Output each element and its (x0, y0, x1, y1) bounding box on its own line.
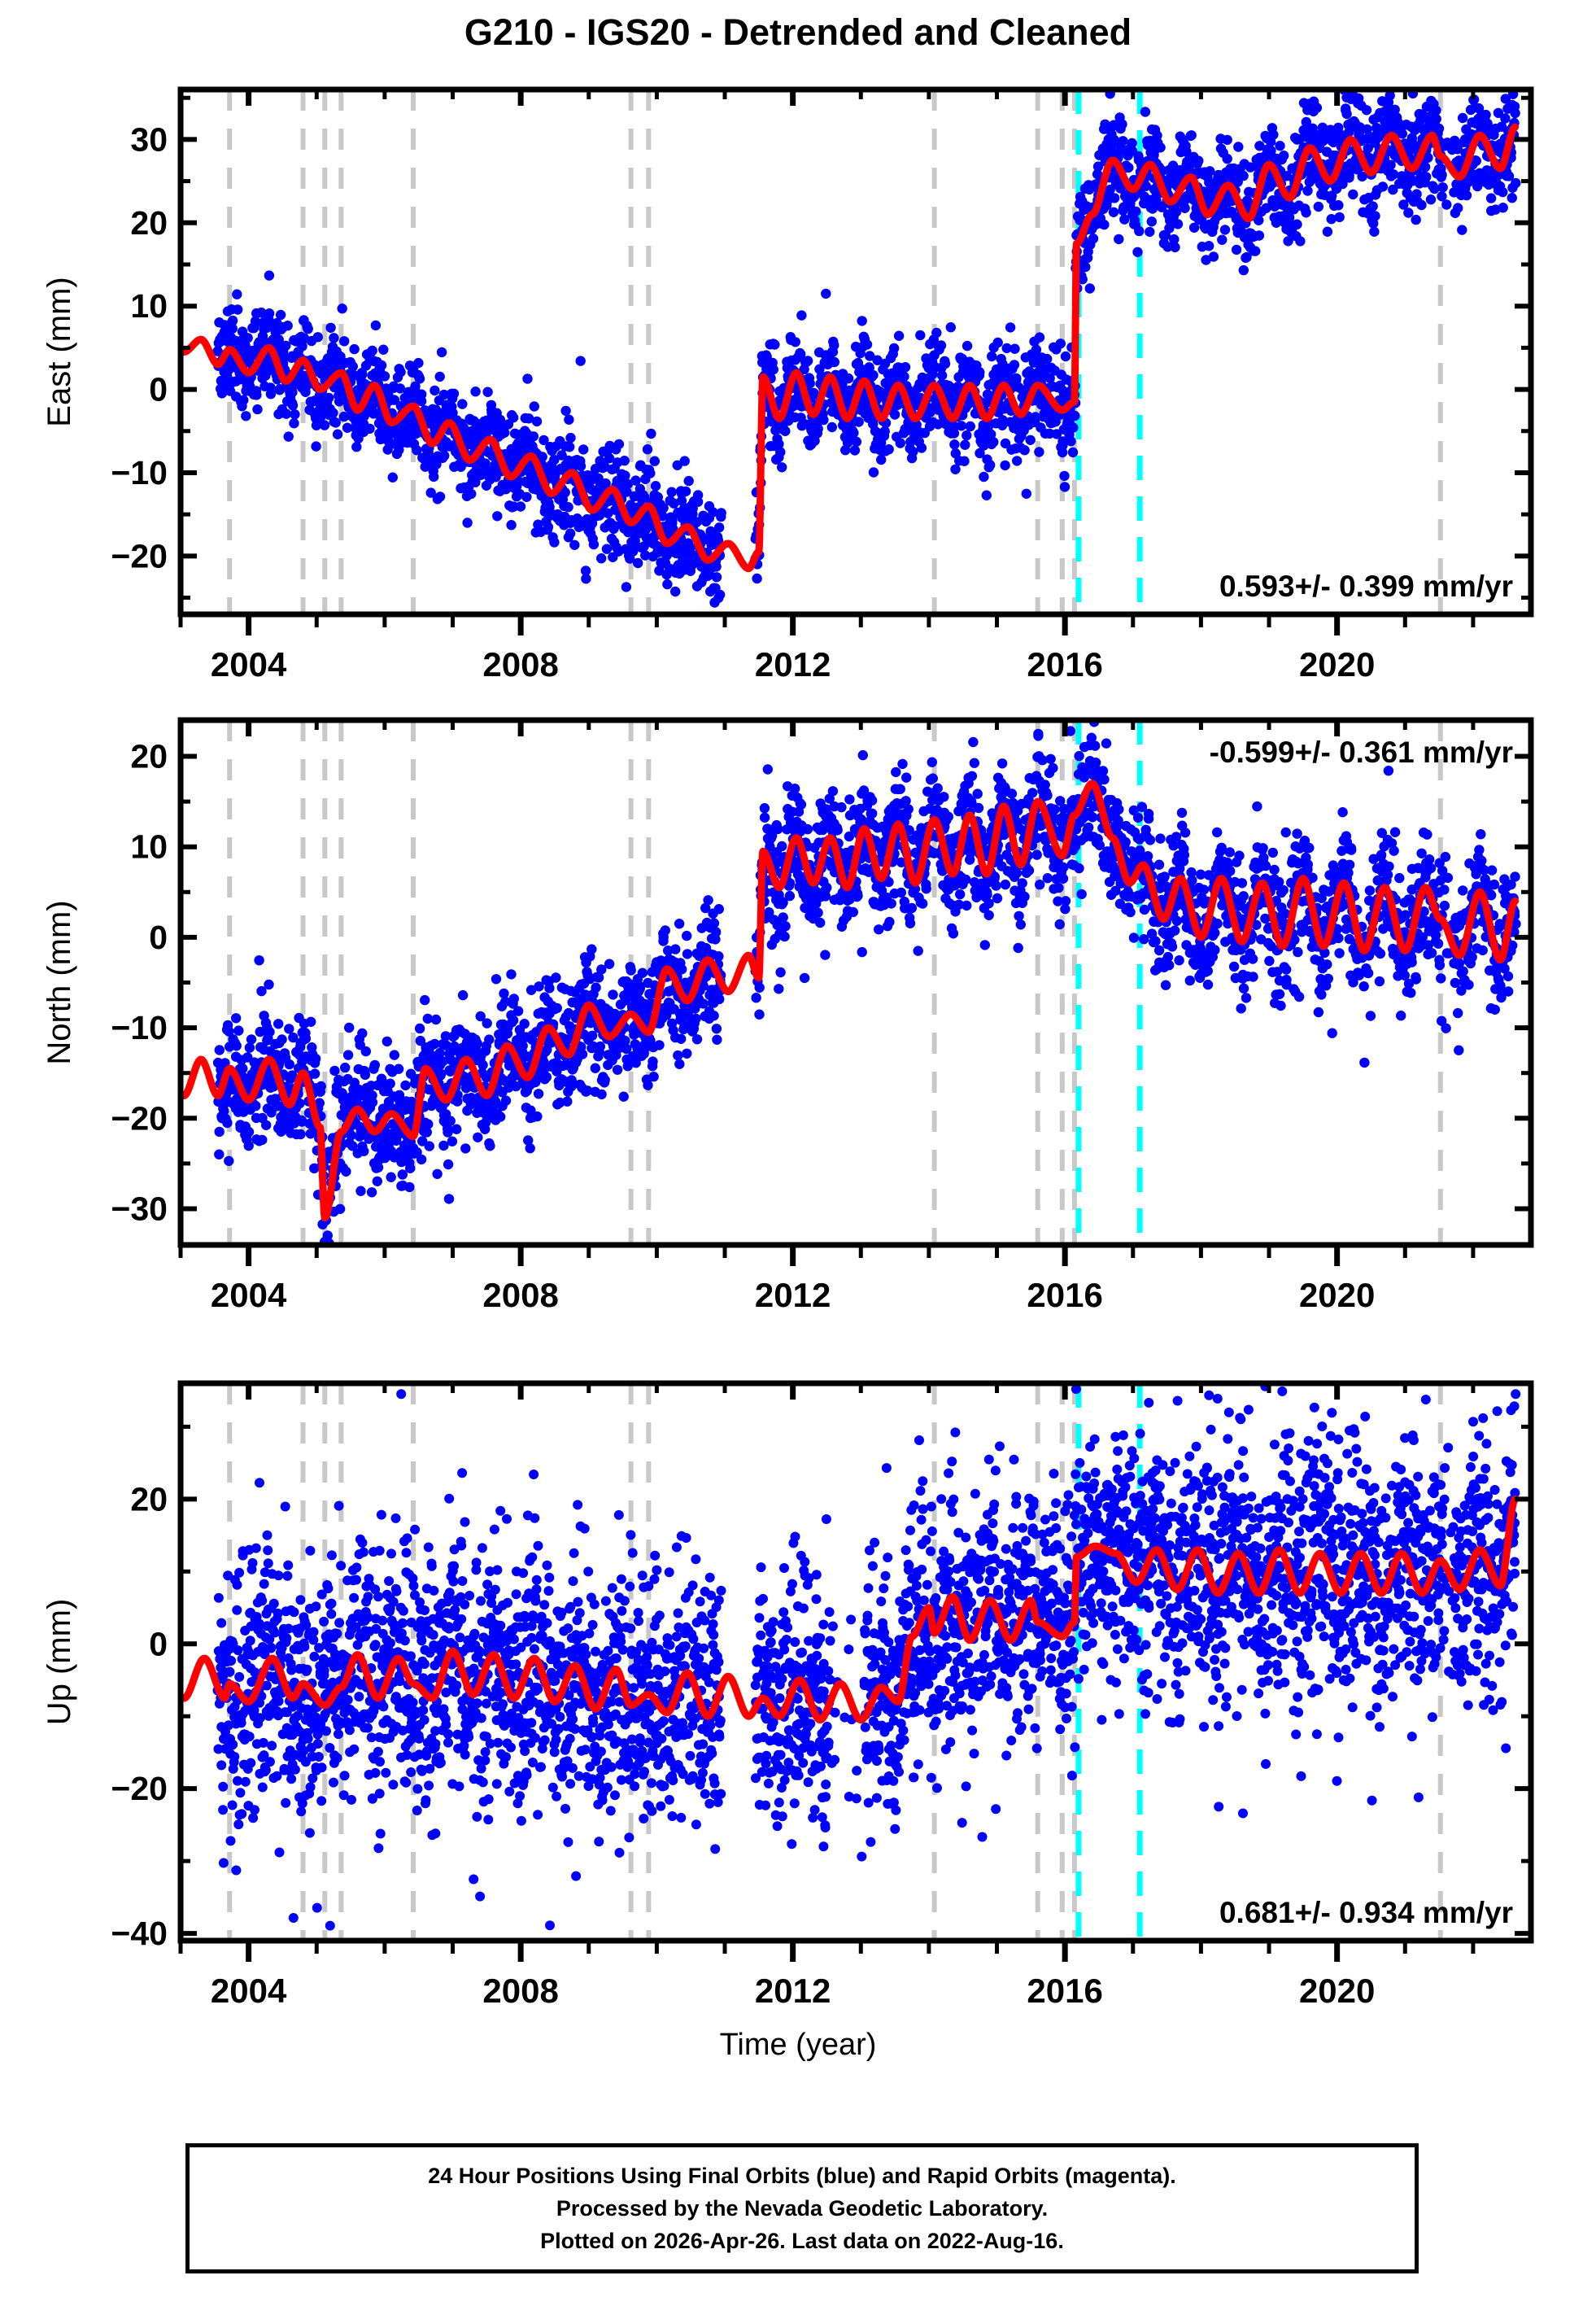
y-tick-label: −20 (111, 1099, 168, 1137)
y-tick-label: −40 (111, 1915, 168, 1952)
rate-annotation-up: 0.681+/- 0.934 mm/yr (1219, 1896, 1513, 1929)
rate-annotation-north: -0.599+/- 0.361 mm/yr (1210, 736, 1513, 769)
x-tick-label: 2016 (1027, 1972, 1102, 2010)
legend-line-2: Processed by the Nevada Geodetic Laborat… (556, 2192, 1048, 2225)
x-tick-label: 2016 (1027, 1276, 1102, 1314)
x-tick-label: 2020 (1299, 645, 1375, 684)
figure-legend-box: 24 Hour Positions Using Final Orbits (bl… (185, 2143, 1419, 2273)
y-tick-label: −30 (111, 1190, 168, 1228)
y-tick-label: 20 (130, 737, 168, 775)
x-tick-label: 2016 (1027, 645, 1102, 684)
legend-line-3: Plotted on 2026-Apr-26. Last data on 202… (540, 2225, 1064, 2257)
y-tick-label: 0 (149, 371, 168, 408)
rate-annotation-east: 0.593+/- 0.399 mm/yr (1219, 570, 1513, 603)
x-tick-label: 2008 (482, 1972, 558, 2010)
x-tick-label: 2004 (211, 645, 287, 684)
y-tick-label: −10 (111, 454, 168, 491)
y-tick-label: 10 (130, 287, 168, 325)
y-tick-label: −20 (111, 1770, 168, 1807)
x-tick-label: 2012 (755, 1276, 831, 1314)
y-tick-label: −10 (111, 1009, 168, 1046)
y-tick-label: 30 (130, 120, 168, 158)
y-axis-label-up: Up (mm) (41, 1599, 77, 1726)
x-tick-label: 2008 (482, 645, 558, 684)
x-tick-label: 2004 (211, 1276, 287, 1314)
y-tick-label: 20 (130, 1480, 168, 1518)
y-tick-label: 20 (130, 204, 168, 242)
y-axis-label-north: North (mm) (41, 900, 77, 1064)
x-tick-label: 2012 (755, 645, 831, 684)
y-tick-label: 0 (149, 919, 168, 956)
x-tick-label: 2004 (211, 1972, 287, 2010)
x-axis-label: Time (year) (0, 2028, 1596, 2063)
y-tick-label: 10 (130, 828, 168, 866)
y-tick-label: −20 (111, 537, 168, 574)
page-title: G210 - IGS20 - Detrended and Cleaned (0, 11, 1596, 54)
x-tick-label: 2008 (482, 1276, 558, 1314)
legend-line-1: 24 Hour Positions Using Final Orbits (bl… (428, 2160, 1176, 2192)
x-tick-label: 2020 (1299, 1276, 1375, 1314)
x-tick-label: 2012 (755, 1972, 831, 2010)
y-tick-label: 0 (149, 1625, 168, 1662)
y-axis-label-east: East (mm) (41, 277, 77, 426)
x-tick-label: 2020 (1299, 1972, 1375, 2010)
